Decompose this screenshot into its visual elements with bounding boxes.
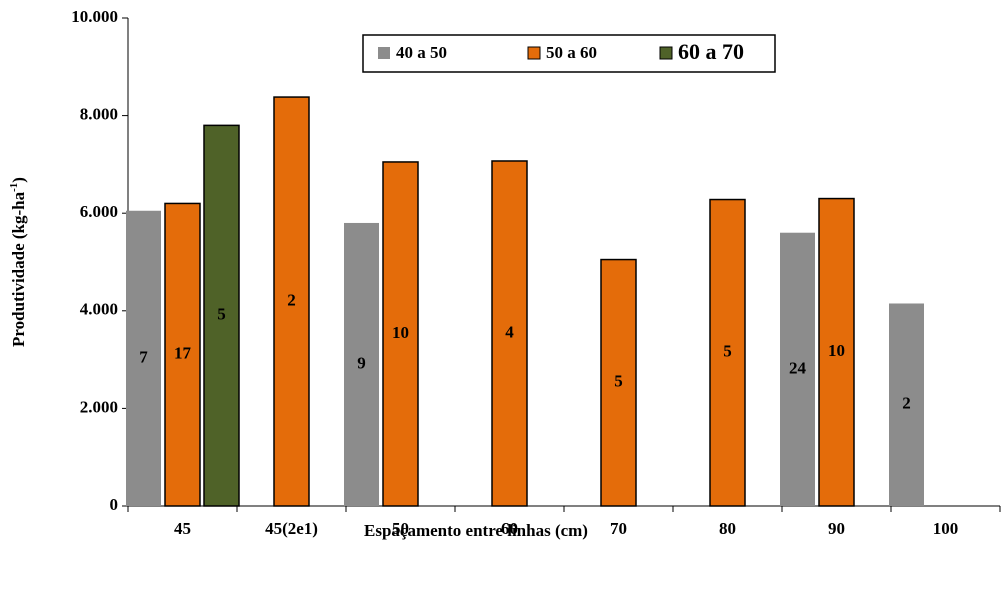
x-tick-label: 80 <box>719 519 736 538</box>
bar-count-label: 10 <box>828 341 845 360</box>
bar <box>818 197 855 507</box>
bar-count-label: 10 <box>392 323 409 342</box>
bar-count-label: 7 <box>139 347 148 366</box>
legend-box <box>362 34 776 73</box>
y-tick-label: 8.000 <box>80 105 118 124</box>
bar-count-label: 5 <box>614 372 623 391</box>
bar <box>273 96 310 507</box>
x-tick-label: 60 <box>501 519 518 538</box>
bar <box>203 124 240 507</box>
legend-swatch <box>659 46 673 60</box>
y-axis-title-text: Produtividade (kg-ha <box>9 191 28 347</box>
bar-count-label: 5 <box>217 305 226 324</box>
bar <box>126 210 161 506</box>
bar-count-label: 2 <box>287 290 296 309</box>
y-tick-label: 0 <box>110 495 119 514</box>
bar-count-label: 17 <box>174 344 192 363</box>
legend-label: 40 a 50 <box>396 43 447 62</box>
y-axis-title-sup: -1 <box>8 183 20 192</box>
y-axis-title-end: ) <box>9 177 28 183</box>
x-tick-label: 90 <box>828 519 845 538</box>
bar-count-label: 5 <box>723 342 732 361</box>
legend-label: 60 a 70 <box>678 39 744 64</box>
bar-count-label: 24 <box>789 358 807 377</box>
x-tick-label: 100 <box>933 519 959 538</box>
bar <box>709 198 746 507</box>
bar-count-label: 2 <box>902 394 911 413</box>
legend-label: 50 a 60 <box>546 43 597 62</box>
bar <box>382 161 419 507</box>
x-tick-label: 45(2e1) <box>265 519 318 538</box>
bar-count-label: 9 <box>357 353 366 372</box>
x-axis-title: Espaçamento entre linhas (cm) <box>364 521 588 540</box>
legend-swatch <box>527 46 541 60</box>
bar-count-label: 4 <box>505 322 514 341</box>
x-tick-label: 45 <box>174 519 191 538</box>
y-axis-title: Produtividade (kg-ha-1) <box>8 177 28 347</box>
y-tick-label: 6.000 <box>80 202 118 221</box>
x-tick-label: 70 <box>610 519 627 538</box>
bar <box>889 303 924 506</box>
legend-swatch <box>378 47 390 59</box>
y-tick-label: 10.000 <box>71 7 118 26</box>
bar <box>780 232 815 506</box>
x-tick-label: 50 <box>392 519 409 538</box>
bar <box>600 258 637 507</box>
bar <box>344 222 379 506</box>
y-tick-label: 4.000 <box>80 300 118 319</box>
bar <box>491 160 528 507</box>
y-tick-label: 2.000 <box>80 397 118 416</box>
bar <box>164 202 201 507</box>
